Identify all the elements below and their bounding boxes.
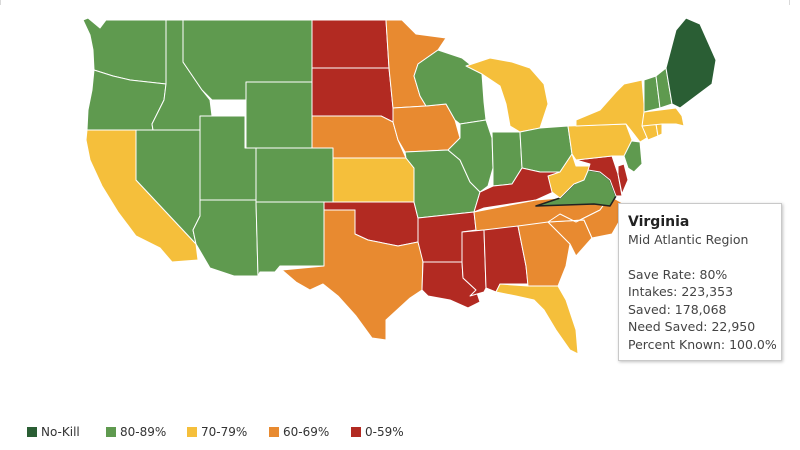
state-wyoming[interactable] xyxy=(245,81,313,149)
state-florida[interactable] xyxy=(495,283,579,355)
state-new-mexico[interactable] xyxy=(255,201,325,277)
tooltip-region: Mid Atlantic Region xyxy=(628,232,749,247)
legend-label: 60-69% xyxy=(283,425,330,439)
state-colorado[interactable] xyxy=(255,147,334,203)
legend-swatch xyxy=(106,427,116,437)
state-tooltip: Virginia Mid Atlantic Region Save Rate: … xyxy=(618,203,782,361)
state-massachusetts[interactable] xyxy=(641,107,685,127)
legend-label: No-Kill xyxy=(41,425,80,439)
tooltip-intakes: Intakes: 223,353 xyxy=(628,284,734,299)
state-arizona[interactable] xyxy=(192,199,259,277)
state-kansas[interactable] xyxy=(332,157,415,203)
state-pennsylvania[interactable] xyxy=(567,123,633,161)
legend-label: 70-79% xyxy=(201,425,248,439)
tooltip-percent-known: Percent Known: 100.0% xyxy=(628,336,777,352)
tooltip-saved: Saved: 178,068 xyxy=(628,301,727,317)
legend-swatch xyxy=(27,427,37,437)
state-maryland[interactable] xyxy=(575,155,623,197)
tooltip-title: Virginia xyxy=(628,214,690,230)
legend-label: 0-59% xyxy=(365,425,404,439)
legend-swatch xyxy=(269,427,279,437)
state-maine[interactable] xyxy=(665,17,717,109)
state-south-dakota[interactable] xyxy=(311,67,394,123)
legend-label: 80-89% xyxy=(120,425,167,439)
state-delaware[interactable] xyxy=(617,163,629,195)
tooltip-need-saved: Need Saved: 22,950 xyxy=(628,319,756,334)
state-texas[interactable] xyxy=(281,209,424,341)
tooltip-save-rate: Save Rate: 80% xyxy=(628,266,728,282)
state-west-virginia[interactable] xyxy=(547,153,591,199)
legend-swatch xyxy=(351,427,361,437)
frame-top-border xyxy=(0,0,790,5)
state-north-dakota[interactable] xyxy=(311,19,390,69)
legend-swatch xyxy=(187,427,197,437)
